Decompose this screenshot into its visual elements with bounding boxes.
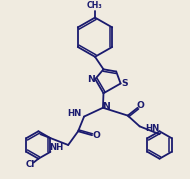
- Text: N: N: [87, 75, 95, 84]
- Text: NH: NH: [49, 143, 63, 153]
- Text: HN: HN: [146, 124, 160, 133]
- Text: O: O: [92, 131, 100, 140]
- Text: N: N: [102, 102, 110, 111]
- Text: S: S: [121, 79, 128, 88]
- Text: Cl: Cl: [26, 160, 35, 169]
- Text: HN: HN: [67, 109, 81, 118]
- Text: O: O: [137, 101, 145, 110]
- Text: CH₃: CH₃: [87, 1, 103, 10]
